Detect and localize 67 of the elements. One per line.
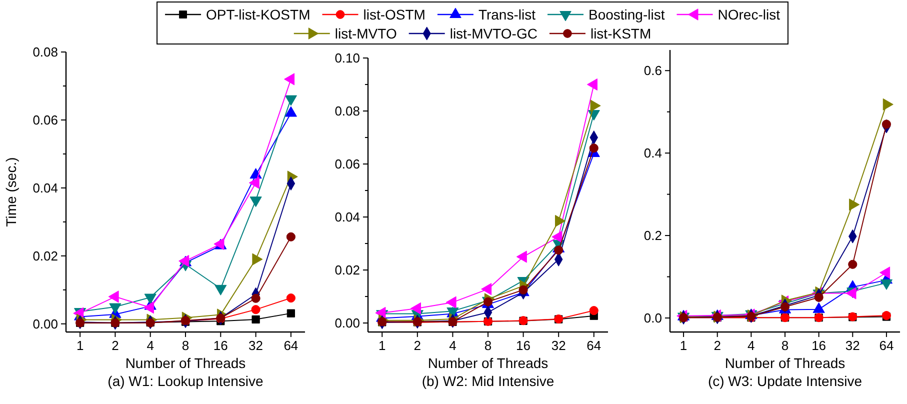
text: (a) W1: Lookup Intensive bbox=[108, 373, 264, 389]
y-tick-label: 0.6 bbox=[644, 63, 662, 78]
y-tick-label: 0.0 bbox=[644, 310, 662, 326]
x-axis-title: Number of Threads bbox=[125, 355, 246, 371]
x-tick-label: 16 bbox=[812, 338, 826, 353]
x-tick-label: 8 bbox=[182, 338, 190, 353]
x-tick-label: 64 bbox=[284, 338, 298, 353]
y-axis-title: Time (sec.) bbox=[3, 157, 19, 227]
legend-label: Boosting-list bbox=[588, 6, 665, 22]
point bbox=[589, 144, 598, 153]
x-tick-label: 32 bbox=[248, 338, 264, 353]
x-tick-label: 4 bbox=[146, 338, 154, 353]
x-tick-label: 2 bbox=[112, 338, 119, 353]
point bbox=[251, 294, 260, 303]
y-tick-label: 0.04 bbox=[334, 210, 360, 225]
x-axis-title: Number of Threads bbox=[724, 355, 846, 371]
x-tick-label: 1 bbox=[76, 338, 84, 353]
point bbox=[882, 98, 894, 110]
y-tick-label: 0.04 bbox=[32, 180, 58, 196]
x-tick-label: 32 bbox=[551, 338, 566, 353]
legend-label: OPT-list-KOSTM bbox=[206, 6, 310, 22]
x-tick-label: 32 bbox=[845, 338, 860, 353]
text: (c) W3: Update Intensive bbox=[708, 373, 862, 389]
legend-label: NOrec-list bbox=[718, 6, 780, 22]
x-tick-label: 16 bbox=[516, 338, 531, 353]
x-axis-title: Number of Threads bbox=[428, 355, 548, 371]
y-tick-label: 0.08 bbox=[334, 104, 360, 119]
point bbox=[554, 246, 564, 255]
x-tick-label: 16 bbox=[213, 338, 228, 353]
y-tick-label: 0.00 bbox=[334, 316, 360, 331]
y-tick-label: 0.02 bbox=[334, 262, 360, 278]
point bbox=[286, 293, 296, 303]
x-tick-label: 2 bbox=[414, 338, 422, 353]
y-tick-label: 0.4 bbox=[644, 146, 662, 161]
legend-label: Trans-list bbox=[478, 6, 536, 22]
x-tick-label: 1 bbox=[680, 338, 688, 353]
legend-label: list-MVTO-GC bbox=[450, 25, 538, 42]
x-tick-label: 8 bbox=[484, 338, 492, 353]
x-tick-label: 64 bbox=[586, 338, 602, 353]
point bbox=[251, 305, 260, 314]
point bbox=[214, 284, 227, 296]
y-tick-label: 0.02 bbox=[32, 248, 58, 264]
legend-label: list-MVTO bbox=[334, 25, 397, 42]
point bbox=[286, 232, 296, 242]
point bbox=[882, 120, 892, 129]
x-tick-label: 4 bbox=[748, 338, 755, 353]
y-tick-label: 0.06 bbox=[334, 156, 360, 172]
point bbox=[286, 309, 295, 318]
point bbox=[589, 306, 598, 316]
x-tick-label: 8 bbox=[781, 338, 789, 353]
legend-label: list-OSTM bbox=[363, 6, 426, 22]
point bbox=[848, 260, 858, 269]
y-tick-label: 0.08 bbox=[32, 44, 58, 60]
x-tick-label: 4 bbox=[449, 338, 456, 353]
y-tick-label: 0.06 bbox=[32, 112, 58, 128]
y-tick-label: 0.10 bbox=[334, 50, 360, 66]
point bbox=[252, 315, 260, 324]
point bbox=[481, 283, 492, 296]
y-tick-label: 0.00 bbox=[32, 316, 58, 332]
x-tick-label: 2 bbox=[714, 338, 721, 353]
x-tick-label: 64 bbox=[879, 338, 894, 353]
legend-label: list-KSTM bbox=[590, 25, 652, 42]
point bbox=[814, 292, 824, 302]
text: (b) W2: Mid Intensive bbox=[422, 373, 554, 389]
x-tick-label: 1 bbox=[378, 338, 386, 353]
point bbox=[284, 73, 295, 86]
y-tick-label: 0.2 bbox=[644, 228, 662, 244]
